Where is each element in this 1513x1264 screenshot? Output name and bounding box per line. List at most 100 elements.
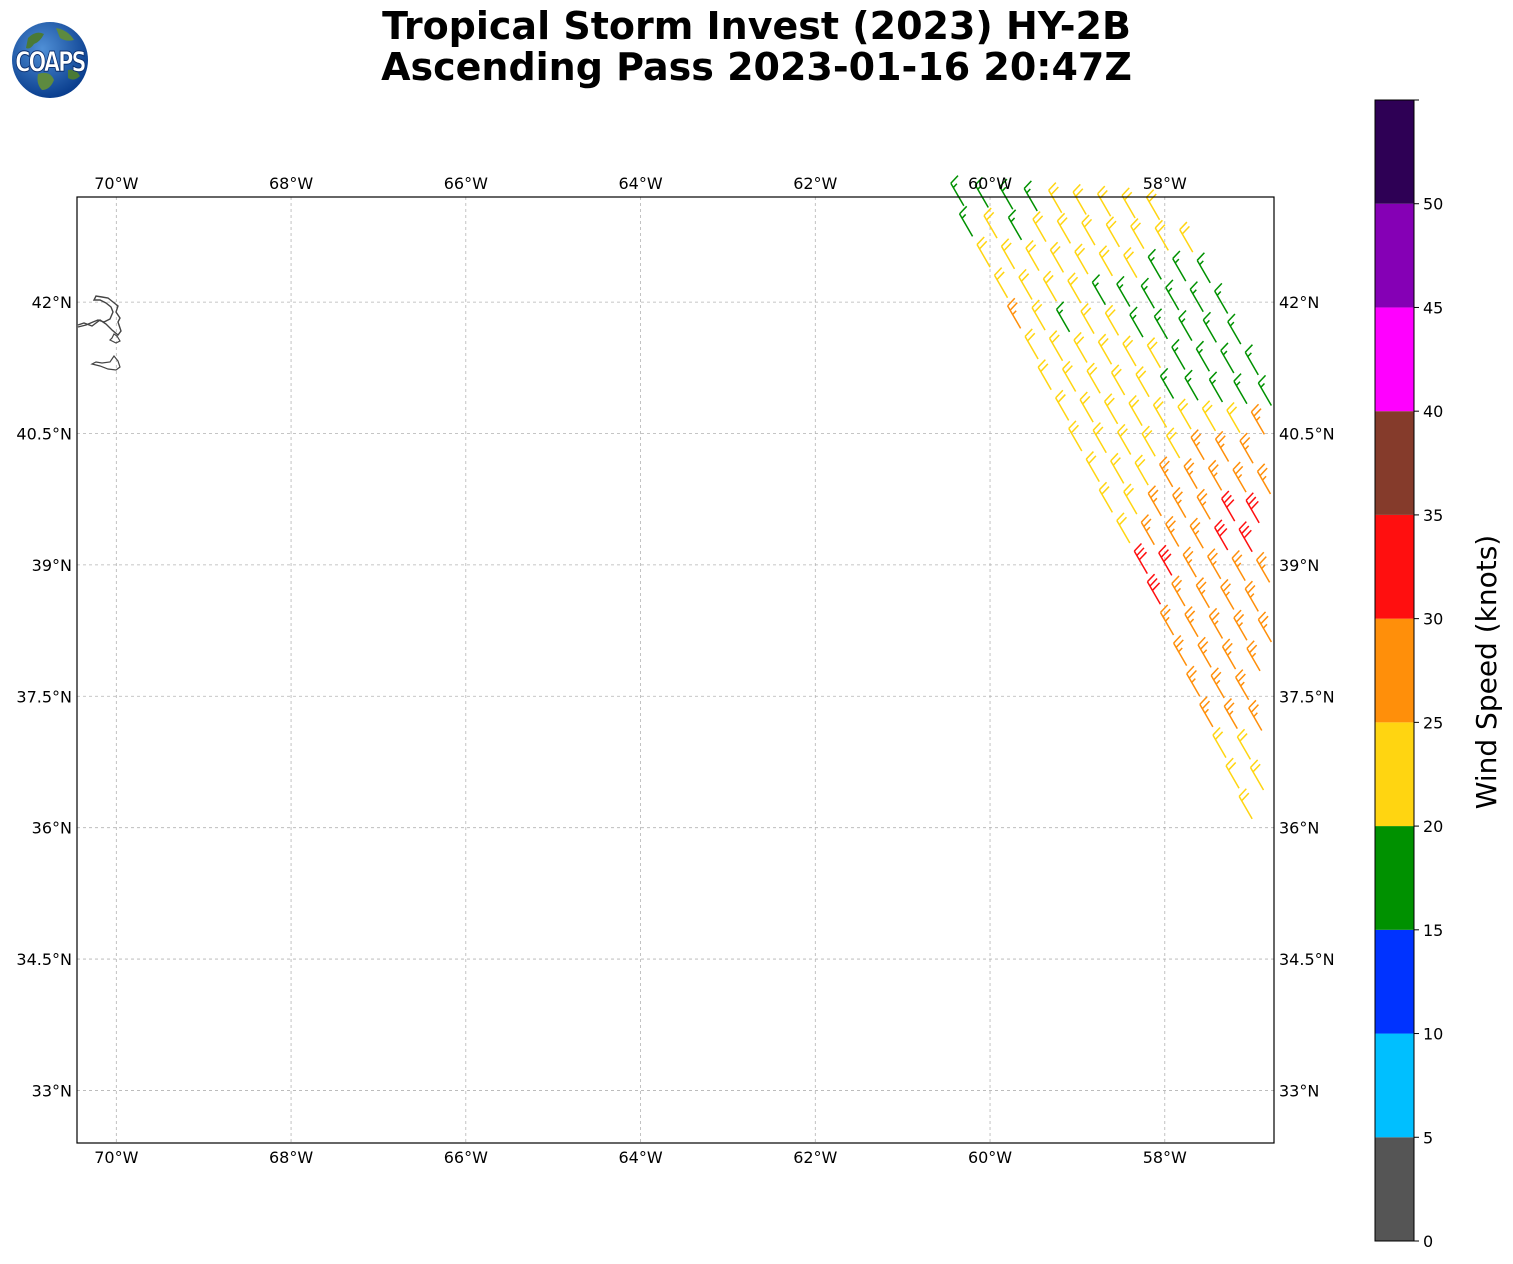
wind-barb — [1146, 337, 1162, 369]
wind-barb — [1221, 638, 1237, 670]
lat-tick-label-left: 40.5°N — [16, 425, 72, 444]
wind-barb — [1105, 216, 1121, 248]
wind-barb — [1244, 344, 1259, 376]
wind-barb — [1072, 183, 1087, 215]
colorbar-tick-label: 25 — [1423, 713, 1443, 732]
wind-barb — [1074, 243, 1089, 275]
wind-barb — [1023, 180, 1038, 212]
wind-barb — [1037, 359, 1052, 391]
lat-tick-label-left: 34.5°N — [16, 950, 72, 969]
colorbar-tick-label: 15 — [1423, 921, 1443, 940]
wind-barb — [1165, 427, 1181, 459]
wind-barb — [1172, 250, 1187, 282]
wind-barb — [1250, 403, 1266, 435]
wind-barb — [1233, 373, 1248, 405]
wind-barb — [1079, 391, 1094, 423]
wind-barb — [1103, 393, 1119, 425]
wind-barb — [1196, 252, 1211, 284]
lon-tick-label-bottom: 64°W — [618, 1148, 662, 1167]
lat-tick-label-right: 39°N — [1279, 556, 1319, 575]
wind-barb — [1199, 696, 1214, 728]
lat-tick-label-left: 39°N — [32, 556, 72, 575]
lat-tick-label-right: 33°N — [1279, 1081, 1319, 1100]
lon-tick-label-bottom: 70°W — [94, 1148, 138, 1167]
logo-text: COAPS — [15, 45, 85, 78]
wind-barb — [1246, 640, 1261, 672]
lon-tick-label-top: 62°W — [793, 174, 837, 193]
wind-barb — [1081, 214, 1096, 246]
lon-tick-label-bottom: 60°W — [968, 1148, 1012, 1167]
wind-barb — [1080, 303, 1095, 335]
wind-barb — [1068, 420, 1083, 452]
colorbar-bin — [1375, 100, 1414, 204]
wind-barb — [1223, 698, 1238, 730]
wind-barb — [1208, 371, 1224, 403]
colorbar-bin — [1375, 514, 1414, 619]
wind-barb — [1171, 338, 1186, 370]
wind-barb — [1182, 546, 1197, 578]
colorbar-tick-label: 35 — [1423, 506, 1443, 525]
wind-barb — [1214, 430, 1230, 462]
wind-barb — [1146, 573, 1162, 605]
wind-barb — [1092, 422, 1107, 454]
wind-barb — [1116, 512, 1131, 544]
wind-barb — [1062, 360, 1077, 392]
colorbar-frame — [1374, 99, 1415, 1242]
wind-barb — [999, 178, 1014, 210]
wind-barb — [1006, 297, 1022, 329]
wind-barb — [1025, 239, 1040, 271]
colorbar-tick-label: 50 — [1423, 195, 1443, 214]
coaps-logo: COAPS — [12, 22, 88, 98]
lat-tick-label-left: 42°N — [32, 293, 72, 312]
colorbar-bin — [1375, 929, 1414, 1034]
wind-barb — [1231, 550, 1246, 582]
lon-tick-label-top: 66°W — [444, 174, 488, 193]
axis-ticks: 70°W 70°W 68°W 68°W 66°W 66°W 64°W 64°W 62°W 62°W… — [16, 174, 1334, 1167]
wind-barb — [1056, 212, 1072, 244]
wind-barb — [974, 176, 989, 208]
lat-tick-label-right: 36°N — [1279, 819, 1319, 838]
wind-barb — [1207, 548, 1222, 580]
wind-barb — [1210, 667, 1225, 699]
lat-tick-label-left: 36°N — [32, 819, 72, 838]
lat-tick-label-right: 34.5°N — [1279, 950, 1335, 969]
wind-barb — [1197, 636, 1212, 668]
lon-tick-label-bottom: 62°W — [793, 1148, 837, 1167]
lat-tick-label-right: 37.5°N — [1279, 687, 1335, 706]
wind-barb — [1195, 577, 1210, 609]
wind-barb — [1123, 246, 1138, 278]
wind-barb — [1172, 634, 1188, 666]
wind-barb — [1220, 578, 1235, 610]
wind-barb — [1147, 248, 1162, 280]
wind-barb — [1245, 492, 1260, 524]
wind-barb — [1031, 299, 1046, 331]
wind-barb — [1249, 759, 1265, 791]
wind-barb — [1236, 728, 1252, 760]
wind-barb — [1257, 611, 1273, 643]
lon-tick-label-top: 60°W — [968, 174, 1012, 193]
wind-barb — [1186, 665, 1201, 697]
wind-barb — [1085, 451, 1100, 483]
title-line-1: Tropical Storm Invest (2023) HY-2B — [382, 4, 1131, 48]
lon-tick-label-top: 68°W — [269, 174, 313, 193]
wind-barb — [950, 175, 965, 207]
lat-tick-label-right: 42°N — [1279, 293, 1319, 312]
wind-barb — [1238, 788, 1253, 820]
wind-barb — [1189, 281, 1204, 313]
wind-barb — [1233, 609, 1248, 641]
wind-barb — [1189, 517, 1204, 549]
wind-barb — [1135, 366, 1150, 398]
lon-tick-label-bottom: 58°W — [1143, 1148, 1187, 1167]
wind-barb — [1171, 575, 1186, 607]
wind-barb — [1220, 342, 1235, 374]
wind-barb — [1214, 282, 1229, 314]
lon-tick-label-bottom: 66°W — [444, 1148, 488, 1167]
wind-barb — [1128, 394, 1143, 426]
wind-barb — [1042, 270, 1058, 302]
wind-barb — [1208, 607, 1224, 639]
wind-barb — [1172, 486, 1187, 518]
wind-barb — [1235, 669, 1250, 701]
wind-barb — [1225, 757, 1240, 789]
wind-barb — [1055, 389, 1070, 421]
